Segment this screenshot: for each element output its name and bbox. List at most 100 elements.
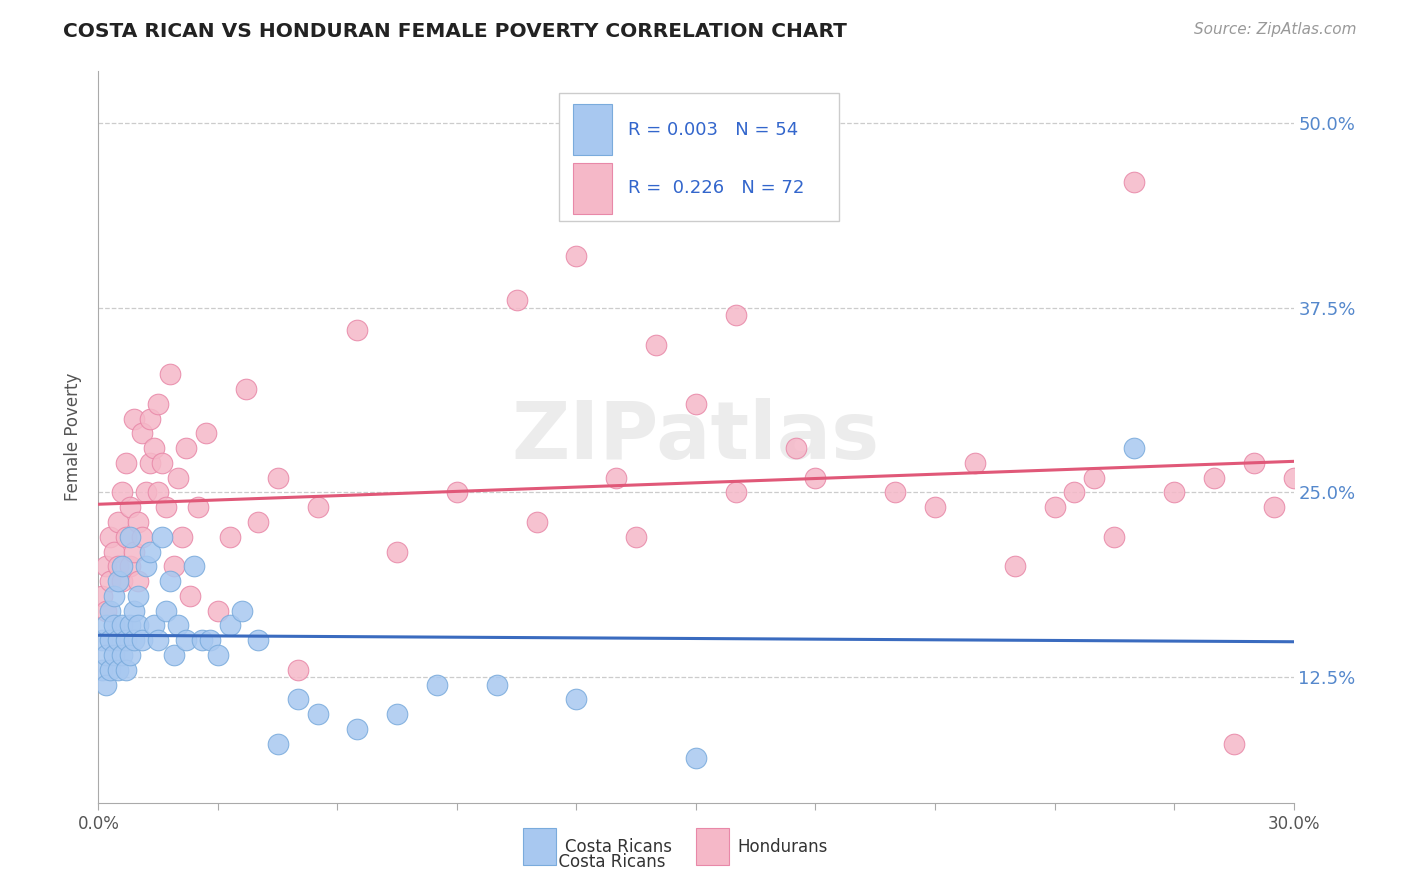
Point (307, 707, 329, 722)
Point (526, 515, 548, 529)
Point (163, 559, 186, 574)
Point (1043, 500, 1066, 515)
Point (98, 633, 122, 648)
Point (115, 456, 138, 470)
Point (235, 382, 257, 396)
Point (139, 544, 162, 558)
Point (103, 589, 125, 603)
Point (148, 485, 170, 500)
Point (645, 337, 668, 351)
Point (287, 663, 309, 677)
Point (1104, 530, 1126, 544)
Point (174, 633, 197, 648)
Bar (572, 104, 613, 155)
FancyBboxPatch shape (558, 94, 839, 221)
Point (485, 677, 508, 691)
Point (96, 618, 118, 632)
Point (124, 633, 146, 648)
Point (96, 604, 118, 618)
Point (150, 456, 173, 470)
Point (91, 633, 114, 648)
Point (179, 589, 201, 603)
Point (1243, 456, 1265, 470)
Bar (572, 162, 613, 214)
Text: R =  0.226   N = 72: R = 0.226 N = 72 (628, 179, 804, 197)
Point (183, 559, 205, 574)
Point (565, 692, 588, 706)
Point (724, 308, 747, 322)
Point (120, 530, 142, 544)
Point (115, 530, 138, 544)
Point (963, 456, 986, 470)
Point (267, 471, 290, 485)
Point (246, 633, 269, 648)
Point (139, 411, 162, 425)
Text: R = 0.003   N = 54: R = 0.003 N = 54 (628, 121, 799, 139)
Point (143, 618, 166, 632)
Point (626, 530, 648, 544)
Point (446, 485, 468, 500)
Point (565, 249, 588, 263)
Point (1202, 471, 1225, 485)
Point (246, 515, 269, 529)
Point (91, 663, 114, 677)
Point (159, 574, 181, 589)
Point (107, 515, 129, 529)
Point (1123, 175, 1146, 189)
Point (191, 633, 214, 648)
Point (111, 618, 134, 632)
Text: ZIPatlas: ZIPatlas (512, 398, 880, 476)
Point (155, 500, 177, 515)
Point (385, 544, 409, 558)
Point (91, 589, 114, 603)
Point (127, 589, 149, 603)
Point (231, 604, 253, 618)
Point (135, 485, 157, 500)
Point (207, 604, 229, 618)
Text: Hondurans: Hondurans (738, 838, 828, 855)
Point (346, 323, 368, 337)
Point (685, 751, 707, 765)
Point (307, 500, 329, 515)
Text: Source: ZipAtlas.com: Source: ZipAtlas.com (1194, 22, 1357, 37)
Point (159, 368, 181, 382)
Text: COSTA RICAN VS HONDURAN FEMALE POVERTY CORRELATION CHART: COSTA RICAN VS HONDURAN FEMALE POVERTY C… (63, 22, 848, 41)
Point (120, 559, 142, 574)
Point (167, 471, 190, 485)
Point (111, 648, 134, 662)
Bar (696, 829, 730, 865)
Point (143, 441, 166, 455)
Y-axis label: Female Poverty: Female Poverty (65, 373, 83, 501)
Point (107, 574, 129, 589)
Point (346, 722, 368, 736)
Point (150, 530, 173, 544)
Point (131, 426, 153, 441)
Point (107, 663, 129, 677)
Point (124, 544, 146, 558)
Point (172, 530, 194, 544)
Point (96, 677, 118, 691)
Point (148, 633, 170, 648)
Point (107, 559, 129, 574)
Point (148, 397, 170, 411)
Point (287, 692, 309, 706)
Point (127, 574, 149, 589)
Point (98, 530, 122, 544)
Point (103, 648, 125, 662)
Point (267, 737, 290, 751)
Point (155, 604, 177, 618)
Point (1282, 471, 1305, 485)
Bar (523, 829, 557, 865)
Point (127, 515, 149, 529)
Point (1083, 471, 1105, 485)
Point (426, 677, 449, 691)
Point (884, 485, 907, 500)
Point (1063, 485, 1085, 500)
Point (163, 648, 186, 662)
Point (785, 441, 807, 455)
Point (131, 530, 153, 544)
Text: Costa Ricans: Costa Ricans (565, 838, 672, 855)
Point (124, 411, 146, 425)
Point (1004, 559, 1026, 574)
Point (506, 293, 529, 308)
